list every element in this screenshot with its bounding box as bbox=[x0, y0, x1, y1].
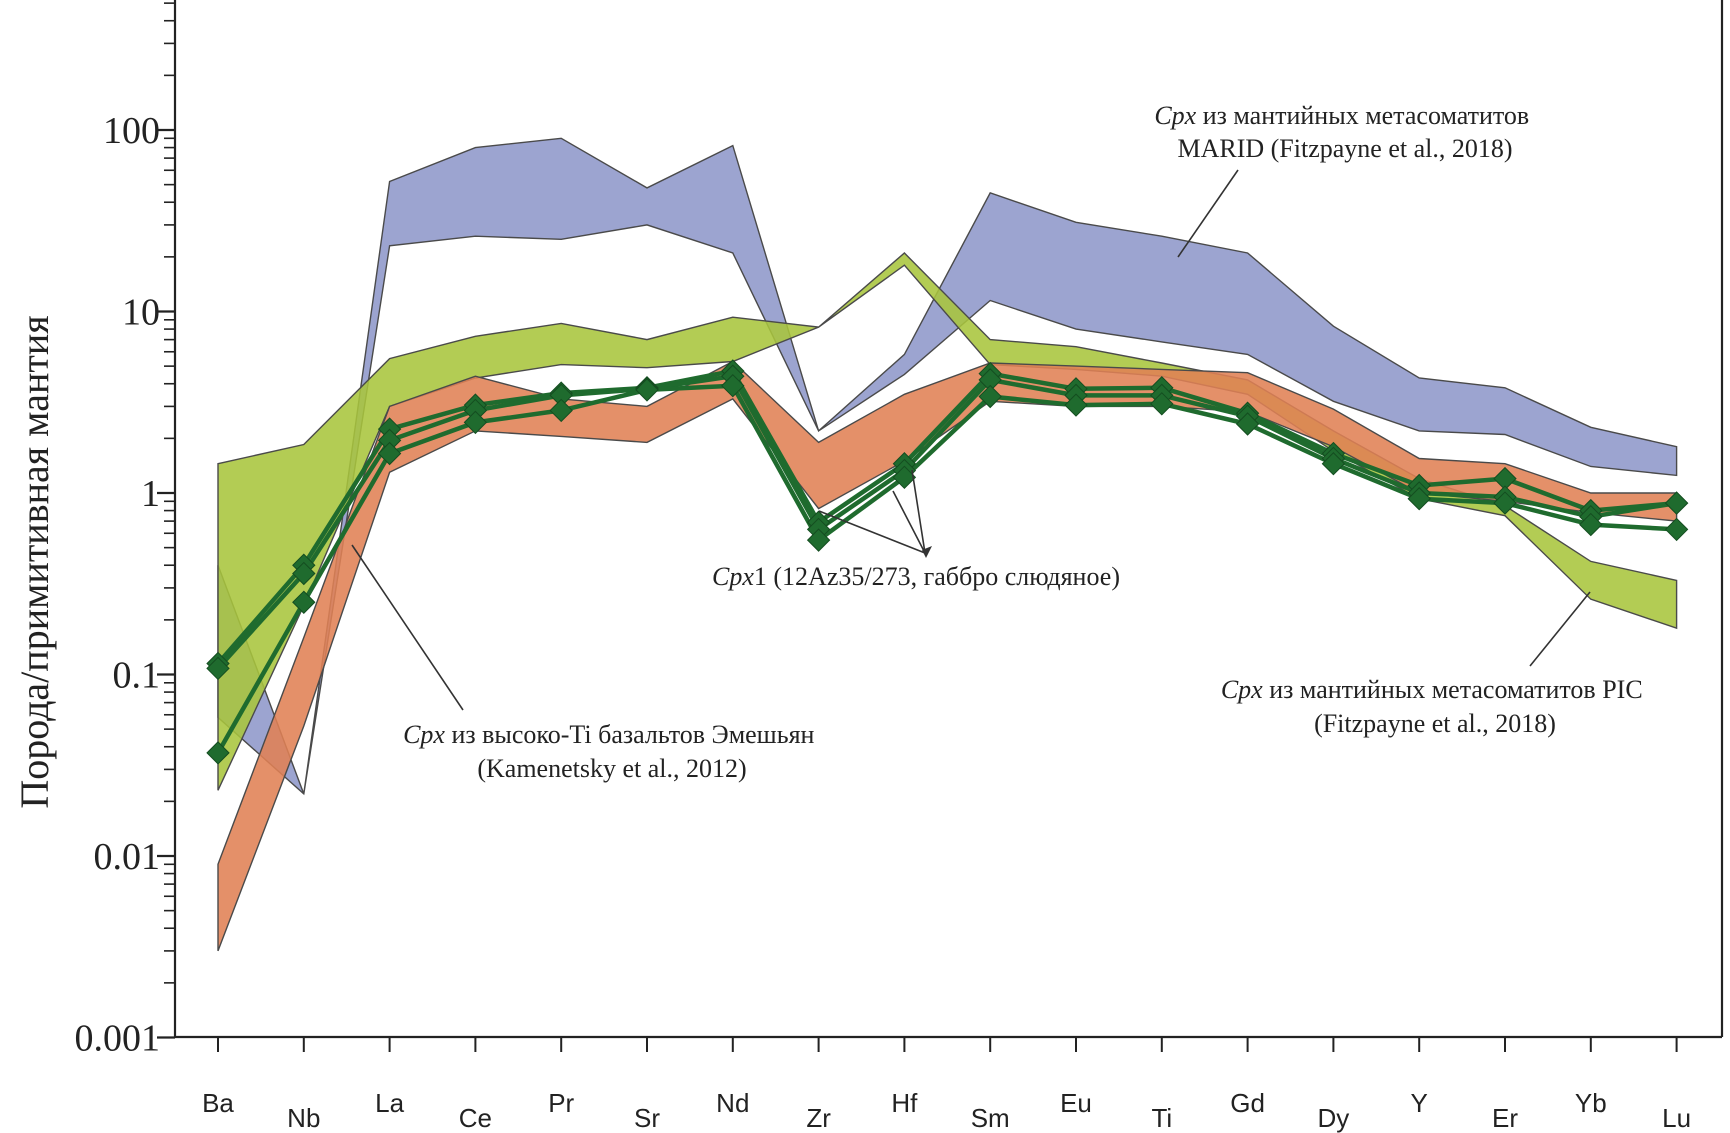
y-tick-label: 1 bbox=[141, 473, 160, 515]
series-3-point-Pr bbox=[549, 398, 573, 423]
y-tick-label: 10 bbox=[122, 292, 160, 334]
band-pic bbox=[217, 252, 1678, 791]
series-3-point-Eu bbox=[1064, 393, 1088, 417]
series-3-point-Gd bbox=[1235, 412, 1260, 436]
annotation-emeshan: Cpx из высоко-Ti базальтов Эмешьян (Kame… bbox=[403, 720, 821, 783]
y-tick-label: 0.1 bbox=[113, 655, 161, 697]
series-3-point-Yb bbox=[1579, 512, 1603, 537]
series-3-point-Lu bbox=[1664, 517, 1689, 542]
x-tick-label-Lu: Lu bbox=[1662, 1103, 1691, 1133]
series-3-point-Nd bbox=[721, 374, 745, 398]
annotation-pic: Cpx из мантийных метасоматитов PIC (Fitz… bbox=[1221, 675, 1649, 738]
x-tick-label-Gd: Gd bbox=[1230, 1088, 1265, 1118]
series-layer bbox=[206, 359, 1689, 765]
band-marid bbox=[217, 137, 1678, 796]
x-tick-label-Nd: Nd bbox=[716, 1088, 749, 1118]
series-2-point-Lu bbox=[1664, 491, 1689, 515]
series-3-point-Zr bbox=[806, 528, 831, 552]
x-tick-label-Ce: Ce bbox=[459, 1103, 492, 1133]
leader-cpx1-b bbox=[892, 490, 926, 554]
x-tick-label-Zr: Zr bbox=[806, 1103, 831, 1133]
annotation-cpx1-italic: Cpx bbox=[712, 562, 754, 591]
y-tick-label: 100 bbox=[103, 110, 160, 152]
series-2-point-Nb bbox=[292, 561, 316, 586]
annotation-emeshan-line2: (Kamenetsky et al., 2012) bbox=[477, 754, 746, 783]
leader-pic bbox=[1529, 591, 1591, 667]
series-line-2 bbox=[216, 373, 1677, 670]
series-3-point-Er bbox=[1493, 491, 1517, 515]
annotation-marid-line2: MARID (Fitzpayne et al., 2018) bbox=[1177, 134, 1512, 163]
band-emeshan bbox=[217, 360, 1678, 952]
annotation-cpx1: Cpx1 (12Az35/273, габбро слюдяное) bbox=[712, 562, 1120, 591]
x-tick-label-Pr: Pr bbox=[548, 1088, 574, 1118]
x-tick-label-Sr: Sr bbox=[634, 1103, 660, 1133]
series-2-point-Ba bbox=[206, 656, 230, 681]
annotation-pic-line2: (Fitzpayne et al., 2018) bbox=[1314, 709, 1556, 738]
annotation-emeshan-text: из высоко-Ti базальтов Эмешьян bbox=[445, 720, 815, 749]
series-3-point-Ti bbox=[1150, 392, 1174, 416]
annotation-pic-text: из мантийных метасоматитов PIC bbox=[1263, 675, 1643, 704]
series-3-point-Ba bbox=[206, 741, 230, 765]
x-tick-label-Y: Y bbox=[1411, 1088, 1428, 1118]
x-tick-label-Ba: Ba bbox=[202, 1088, 234, 1118]
annotation-pic-italic: Cpx bbox=[1221, 675, 1263, 704]
series-3-point-Ce bbox=[463, 410, 488, 435]
leader-emeshan bbox=[351, 544, 464, 711]
y-axis-title: Порода/примитивная мантия bbox=[12, 315, 57, 808]
x-tick-label-Nb: Nb bbox=[287, 1103, 320, 1133]
series-3-point-La bbox=[377, 441, 402, 466]
y-tick-label: 0.01 bbox=[94, 836, 161, 878]
x-tick-label-Er: Er bbox=[1492, 1103, 1518, 1133]
series-line-1 bbox=[216, 368, 1677, 665]
annotation-marid: Cpx из мантийных метасоматитов MARID (Fi… bbox=[1154, 101, 1535, 163]
leader-lines bbox=[351, 169, 1591, 711]
x-tick-label-Eu: Eu bbox=[1060, 1088, 1092, 1118]
bands-layer bbox=[217, 137, 1678, 952]
series-3-point-Y bbox=[1407, 487, 1431, 511]
x-tick-label-Ti: Ti bbox=[1151, 1103, 1172, 1133]
x-tick-label-La: La bbox=[375, 1088, 404, 1118]
ticks-layer: 0.001 0.01 0.1 1 10 100 Ba Nb La Ce Pr Sr Nd Zr Hf Sm Eu… bbox=[75, 2, 1691, 1133]
x-tick-label-Hf: Hf bbox=[891, 1088, 918, 1118]
series-3-point-Nb bbox=[292, 590, 316, 614]
series-3-point-Sr bbox=[635, 378, 659, 402]
series-3-point-Sm bbox=[978, 384, 1002, 409]
x-tick-label-Sm: Sm bbox=[971, 1103, 1010, 1133]
annotation-marid-italic: Cpx bbox=[1154, 101, 1196, 130]
leader-cpx1-arrowhead bbox=[922, 546, 932, 558]
series-3-point-Hf bbox=[892, 465, 917, 490]
x-tick-label-Yb: Yb bbox=[1575, 1088, 1607, 1118]
y-tick-label: 0.001 bbox=[75, 1018, 161, 1060]
annotation-cpx1-text: 1 (12Az35/273, габбро слюдяное) bbox=[754, 562, 1120, 591]
x-tick-label-Dy: Dy bbox=[1318, 1103, 1350, 1133]
annotation-marid-text: из мантийных метасоматитов bbox=[1196, 101, 1529, 130]
annotation-emeshan-italic: Cpx bbox=[403, 720, 445, 749]
series-3-point-Dy bbox=[1321, 452, 1346, 476]
leader-marid bbox=[1177, 169, 1239, 258]
leader-cpx1-a bbox=[818, 510, 926, 554]
leader-cpx1-c bbox=[911, 469, 926, 554]
series-line-3 bbox=[216, 383, 1677, 755]
